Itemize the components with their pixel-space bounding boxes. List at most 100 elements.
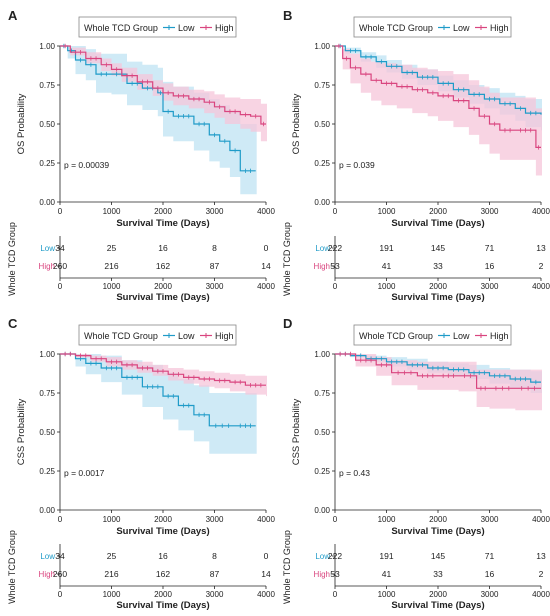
risk-count: 16 (158, 243, 168, 253)
risk-x-tick-label: 0 (58, 282, 63, 291)
legend-title: Whole TCD Group (84, 331, 158, 341)
y-tick-label: 0.00 (39, 506, 55, 515)
risk-x-tick-label: 0 (333, 282, 338, 291)
y-tick-label: 0.00 (39, 198, 55, 207)
x-tick-label: 4000 (532, 207, 550, 216)
x-tick-label: 3000 (481, 515, 499, 524)
x-axis-label: Survival Time (Days) (391, 218, 484, 229)
risk-count: 2 (539, 261, 544, 271)
x-tick-label: 2000 (429, 515, 447, 524)
risk-y-axis-label: Whole TCD Group (7, 222, 17, 296)
km-plot: 0.00 0.25 0.50 0.75 1.00 0 1000 2000 3000 4000 Sur… (16, 42, 275, 229)
legend: Whole TCD Group Low High (353, 324, 512, 346)
ci-band-low (60, 354, 257, 454)
risk-x-axis-label: Survival Time (Days) (116, 600, 209, 611)
panel-b: B Whole TCD Group Low High 0.00 0.25 0.50 0.75 1… (282, 8, 550, 303)
survival-curve-high (60, 353, 266, 386)
risk-x-tick-label: 2000 (154, 282, 172, 291)
risk-row-label-high: High (314, 262, 330, 271)
x-tick-label: 0 (333, 515, 338, 524)
risk-count: 222 (328, 551, 342, 561)
x-axis-label: Survival Time (Days) (116, 218, 209, 229)
y-tick-label: 0.75 (314, 81, 330, 90)
x-tick-label: 1000 (378, 515, 396, 524)
y-tick-label: 0.75 (39, 389, 55, 398)
y-axis-label: OS Probability (16, 93, 27, 154)
y-tick-label: 0.50 (39, 120, 55, 129)
y-tick-label: 1.00 (314, 42, 330, 51)
km-plot: 0.00 0.25 0.50 0.75 1.00 0 1000 2000 3000 4000 Sur… (291, 42, 550, 229)
legend-label-high: High (215, 23, 234, 33)
risk-x-tick-label: 2000 (429, 590, 447, 599)
x-tick-label: 1000 (103, 207, 121, 216)
x-tick-label: 4000 (257, 515, 275, 524)
x-axis-label: Survival Time (Days) (116, 526, 209, 537)
risk-count: 260 (53, 261, 67, 271)
y-tick-label: 0.25 (314, 159, 330, 168)
x-tick-label: 3000 (206, 207, 224, 216)
risk-x-tick-label: 1000 (103, 282, 121, 291)
p-value: p = 0.43 (339, 468, 370, 478)
risk-count: 53 (330, 569, 340, 579)
risk-x-axis-label: Survival Time (Days) (391, 292, 484, 303)
ci-band-high (335, 354, 542, 411)
x-tick-label: 0 (58, 515, 63, 524)
risk-y-axis-label: Whole TCD Group (282, 222, 292, 296)
ci-band-high (60, 354, 267, 397)
risk-count: 33 (433, 569, 443, 579)
risk-x-axis-label: Survival Time (Days) (116, 292, 209, 303)
survival-curve-low (60, 45, 256, 172)
risk-count: 41 (382, 261, 392, 271)
risk-row-label-low: Low (315, 244, 330, 253)
x-axis-label: Survival Time (Days) (391, 526, 484, 537)
legend-label-high: High (215, 331, 234, 341)
risk-count: 53 (330, 261, 340, 271)
risk-count: 25 (107, 551, 117, 561)
risk-x-tick-label: 3000 (206, 282, 224, 291)
risk-count: 41 (382, 569, 392, 579)
legend-label-low: Low (453, 331, 470, 341)
x-tick-label: 4000 (532, 515, 550, 524)
risk-x-axis-label: Survival Time (Days) (391, 600, 484, 611)
risk-x-tick-label: 0 (333, 590, 338, 599)
y-tick-label: 0.00 (314, 506, 330, 515)
risk-count: 71 (485, 243, 495, 253)
y-tick-label: 1.00 (39, 350, 55, 359)
x-tick-label: 1000 (378, 207, 396, 216)
risk-x-tick-label: 3000 (481, 590, 499, 599)
p-value: p = 0.039 (339, 160, 375, 170)
risk-count: 16 (485, 261, 495, 271)
y-tick-label: 0.25 (39, 467, 55, 476)
y-tick-label: 1.00 (39, 42, 55, 51)
risk-count: 25 (107, 243, 117, 253)
x-tick-label: 1000 (103, 515, 121, 524)
risk-count: 191 (379, 551, 393, 561)
risk-y-axis-label: Whole TCD Group (7, 530, 17, 604)
risk-count: 216 (104, 261, 118, 271)
y-tick-label: 0.25 (314, 467, 330, 476)
panel-c: C Whole TCD Group Low High 0.00 0.25 0.50 0.75 1… (7, 316, 275, 611)
risk-count: 16 (485, 569, 495, 579)
legend-title: Whole TCD Group (84, 23, 158, 33)
x-tick-label: 0 (58, 207, 63, 216)
risk-count: 145 (431, 551, 445, 561)
risk-x-tick-label: 1000 (103, 590, 121, 599)
y-tick-label: 1.00 (314, 350, 330, 359)
risk-x-tick-label: 4000 (257, 282, 275, 291)
risk-row-label-high: High (39, 570, 55, 579)
risk-count: 16 (158, 551, 168, 561)
risk-count: 191 (379, 243, 393, 253)
risk-count: 34 (55, 551, 65, 561)
risk-count: 14 (261, 569, 271, 579)
legend: Whole TCD Group Low High (353, 16, 512, 38)
survival-curve-high (335, 45, 541, 148)
risk-x-tick-label: 0 (58, 590, 63, 599)
y-tick-label: 0.50 (314, 120, 330, 129)
risk-count: 8 (212, 243, 217, 253)
risk-count: 222 (328, 243, 342, 253)
y-tick-label: 0.75 (39, 81, 55, 90)
panel-letter: C (8, 316, 18, 331)
risk-x-tick-label: 2000 (429, 282, 447, 291)
